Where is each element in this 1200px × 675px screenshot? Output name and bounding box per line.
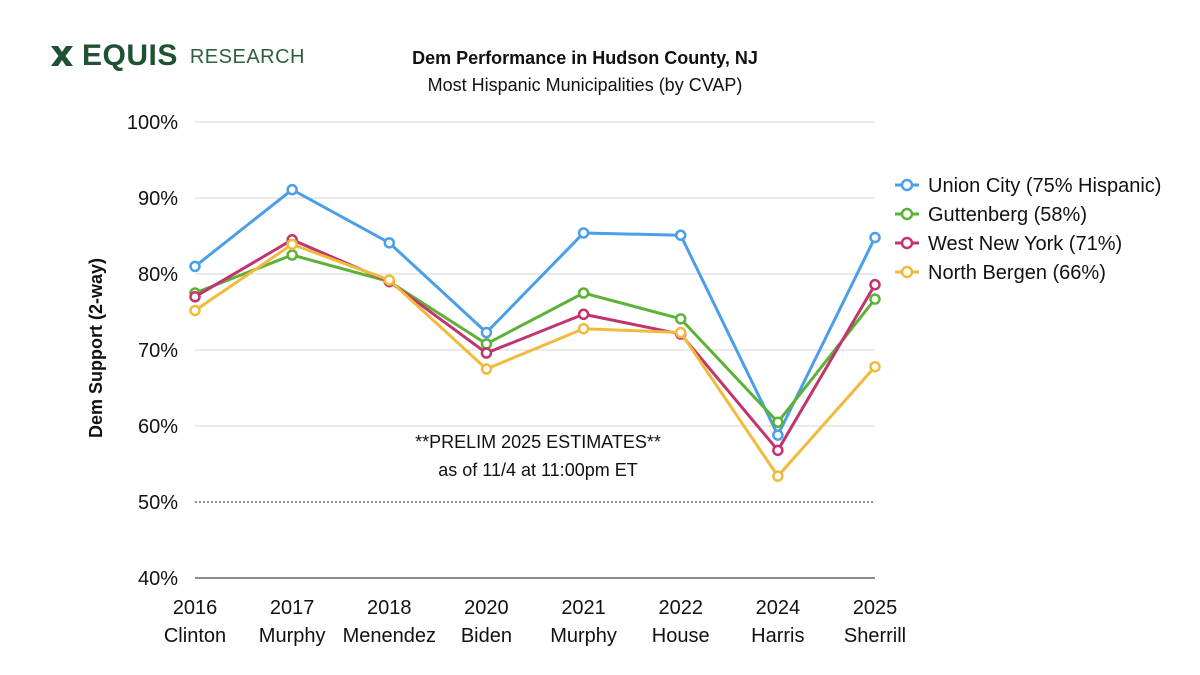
x-tick-year: 2024 <box>756 597 801 619</box>
x-tick-year: 2016 <box>173 597 218 619</box>
x-tick-label: Sherrill <box>844 625 906 647</box>
chart-subtitle: Most Hispanic Municipalities (by CVAP) <box>428 75 743 95</box>
legend: Union City (75% Hispanic) Guttenberg (58%… <box>895 175 1161 284</box>
legend-label: North Bergen (66%) <box>928 262 1106 284</box>
data-point <box>577 227 590 239</box>
x-tick-year: 2021 <box>561 597 606 619</box>
equis-x-icon <box>51 46 73 66</box>
y-axis-ticks: 40% 50% 60% 70% 80% 90% 100% <box>127 112 178 590</box>
data-point <box>772 470 784 482</box>
legend-item: North Bergen (66%) <box>895 262 1106 284</box>
data-point <box>869 360 881 373</box>
brand-logo: EQUIS RESEARCH <box>48 38 305 74</box>
series-0 <box>189 183 881 441</box>
legend-label: Guttenberg (58%) <box>928 204 1087 226</box>
data-point <box>869 231 881 244</box>
y-tick-label: 70% <box>138 340 178 362</box>
data-point <box>772 444 784 457</box>
series-group <box>189 183 881 482</box>
data-point <box>772 416 784 428</box>
data-point <box>577 287 590 299</box>
data-point <box>383 237 396 249</box>
x-tick-year: 2017 <box>270 597 315 619</box>
y-tick-label: 100% <box>127 112 178 134</box>
data-point <box>480 347 493 359</box>
series-line <box>194 253 877 424</box>
x-tick-label: Harris <box>751 625 804 647</box>
data-point <box>189 304 201 317</box>
x-tick-label: Biden <box>461 625 512 647</box>
annotation-line-1: **PRELIM 2025 ESTIMATES** <box>415 432 661 452</box>
data-point <box>480 338 493 350</box>
series-line <box>194 238 877 452</box>
data-point <box>577 308 590 321</box>
legend-swatch-marker <box>900 207 914 221</box>
data-point <box>189 291 201 303</box>
data-point <box>480 326 493 339</box>
data-point <box>286 249 298 261</box>
x-tick-label: Murphy <box>259 625 326 647</box>
data-point <box>577 322 590 335</box>
data-point <box>383 274 396 286</box>
x-tick-year: 2020 <box>464 597 509 619</box>
series-line <box>194 242 877 478</box>
data-point <box>674 326 687 339</box>
data-point <box>189 260 201 273</box>
legend-swatch-marker <box>900 178 914 192</box>
y-tick-label: 60% <box>138 416 178 438</box>
legend-swatch-marker <box>900 236 914 250</box>
y-tick-label: 40% <box>138 568 178 590</box>
legend-label: West New York (71%) <box>928 233 1122 255</box>
series-1 <box>189 249 881 428</box>
legend-item: Union City (75% Hispanic) <box>895 175 1161 197</box>
annotation-line-2: as of 11/4 at 11:00pm ET <box>438 460 637 480</box>
data-point <box>674 229 687 241</box>
data-point <box>674 313 687 325</box>
brand-subtitle: RESEARCH <box>189 45 305 68</box>
chart-title: Dem Performance in Hudson County, NJ <box>412 48 758 68</box>
y-tick-label: 50% <box>138 492 178 514</box>
legend-swatch-marker <box>900 265 914 279</box>
y-axis-label: Dem Support (2-way) <box>86 258 106 438</box>
x-tick-year: 2025 <box>853 597 898 619</box>
y-tick-label: 80% <box>138 264 178 286</box>
x-tick-label: Clinton <box>164 625 226 647</box>
x-tick-label: Menendez <box>343 625 436 647</box>
series-line <box>194 188 877 437</box>
data-point <box>772 429 784 441</box>
data-point <box>869 278 881 291</box>
series-3 <box>189 238 881 482</box>
legend-label: Union City (75% Hispanic) <box>928 175 1161 197</box>
legend-item: West New York (71%) <box>895 233 1122 255</box>
x-axis-ticks: 2016 Clinton 2017 Murphy 2018 Menendez 2020 Bid… <box>164 597 906 647</box>
legend-item: Guttenberg (58%) <box>895 204 1087 226</box>
brand-name: EQUIS <box>82 39 178 72</box>
x-tick-year: 2022 <box>658 597 703 619</box>
data-point <box>286 238 298 251</box>
x-tick-year: 2018 <box>367 597 412 619</box>
x-tick-label: House <box>652 625 710 647</box>
data-point <box>869 293 881 305</box>
data-point <box>286 183 298 196</box>
data-point <box>480 363 493 375</box>
y-tick-label: 90% <box>138 188 178 210</box>
x-tick-label: Murphy <box>550 625 617 647</box>
